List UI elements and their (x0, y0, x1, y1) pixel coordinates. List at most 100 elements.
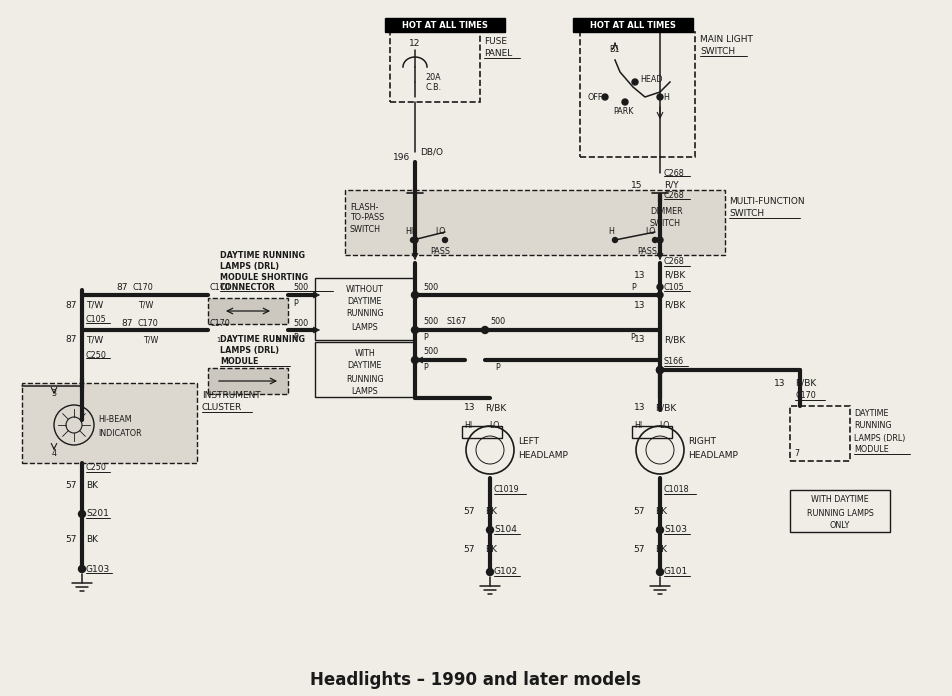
Text: DAYTIME RUNNING: DAYTIME RUNNING (220, 335, 305, 345)
Text: RUNNING: RUNNING (347, 310, 384, 319)
Text: 8: 8 (276, 337, 280, 343)
Circle shape (657, 526, 664, 534)
Bar (385, 18, 505, 32)
Text: HI: HI (634, 422, 642, 431)
Text: C170: C170 (210, 283, 230, 292)
Bar (208, 298, 288, 324)
Text: P: P (630, 333, 635, 342)
Bar (315, 342, 415, 397)
Text: HEADLAMP: HEADLAMP (518, 450, 568, 459)
Text: MAIN LIGHT: MAIN LIGHT (700, 35, 753, 45)
Text: Headlights – 1990 and later models: Headlights – 1990 and later models (310, 671, 642, 689)
Text: LEFT: LEFT (518, 438, 539, 447)
Text: BK: BK (655, 546, 667, 555)
Text: 13: 13 (633, 335, 645, 345)
Text: C1019: C1019 (494, 486, 520, 494)
Circle shape (657, 569, 664, 576)
Circle shape (612, 237, 618, 242)
Text: S104: S104 (494, 525, 517, 535)
Bar (345, 190, 725, 255)
Text: 12: 12 (409, 40, 421, 49)
Text: G101: G101 (664, 567, 688, 576)
Text: LAMPS (DRL): LAMPS (DRL) (854, 434, 905, 443)
Text: C.B.: C.B. (425, 83, 441, 91)
Text: 15: 15 (630, 180, 642, 189)
Text: BK: BK (655, 507, 667, 516)
Text: 87: 87 (66, 301, 77, 310)
Text: SWITCH: SWITCH (350, 226, 381, 235)
Circle shape (657, 94, 663, 100)
Text: G103: G103 (86, 564, 110, 574)
Text: MODULE: MODULE (854, 445, 889, 454)
Text: 13: 13 (464, 404, 475, 413)
Text: S201: S201 (86, 509, 109, 519)
Text: RUNNING LAMPS: RUNNING LAMPS (806, 509, 873, 518)
Circle shape (482, 326, 488, 333)
Text: C170: C170 (132, 283, 153, 292)
Bar (632, 426, 672, 438)
Text: 196: 196 (393, 152, 410, 161)
Text: DIMMER: DIMMER (650, 207, 683, 216)
Text: 87: 87 (116, 283, 128, 292)
Text: 500: 500 (423, 347, 438, 356)
Text: 13: 13 (633, 404, 645, 413)
Text: R/BK: R/BK (655, 404, 676, 413)
Text: PASS: PASS (430, 248, 450, 257)
Bar (208, 368, 288, 394)
Text: P: P (495, 363, 500, 372)
Text: T/W: T/W (143, 335, 158, 345)
Text: 500: 500 (490, 317, 506, 326)
Circle shape (657, 367, 664, 374)
Text: HOT AT ALL TIMES: HOT AT ALL TIMES (402, 20, 488, 29)
Text: FUSE: FUSE (484, 38, 507, 47)
Text: ONLY: ONLY (830, 521, 850, 530)
Text: DAYTIME: DAYTIME (854, 409, 888, 418)
Text: R/BK: R/BK (664, 271, 685, 280)
Text: P: P (293, 333, 298, 342)
Text: 3: 3 (51, 388, 56, 397)
Text: 57: 57 (66, 535, 77, 544)
Circle shape (622, 99, 628, 105)
Bar (580, 32, 695, 157)
Text: LO: LO (436, 228, 446, 237)
Text: DAYTIME: DAYTIME (347, 361, 383, 370)
Text: LAMPS (DRL): LAMPS (DRL) (220, 262, 279, 271)
Text: 500: 500 (423, 317, 438, 326)
Text: 500: 500 (293, 283, 308, 292)
Bar (573, 18, 693, 32)
Text: 4: 4 (51, 448, 56, 457)
Circle shape (632, 79, 638, 85)
Text: H: H (608, 228, 614, 237)
Text: 13: 13 (773, 379, 785, 388)
Text: PARK: PARK (613, 107, 633, 116)
Text: SWITCH: SWITCH (650, 219, 681, 228)
Text: C268: C268 (664, 191, 684, 200)
Circle shape (602, 94, 608, 100)
Bar (790, 406, 850, 461)
Text: DAYTIME RUNNING: DAYTIME RUNNING (220, 251, 305, 260)
Text: C170: C170 (210, 319, 230, 328)
Text: T/W: T/W (138, 301, 153, 310)
Text: FLASH-: FLASH- (350, 203, 378, 212)
Text: H: H (663, 93, 669, 102)
Text: C268: C268 (664, 168, 684, 177)
Text: LAMPS: LAMPS (351, 324, 378, 333)
Text: CLUSTER: CLUSTER (202, 404, 242, 413)
Text: 13: 13 (633, 271, 645, 280)
Text: C170: C170 (795, 391, 816, 400)
Circle shape (410, 237, 415, 242)
Text: PASS: PASS (637, 248, 657, 257)
Text: LAMPS (DRL): LAMPS (DRL) (220, 347, 279, 356)
Bar (315, 278, 415, 340)
Text: BK: BK (485, 546, 497, 555)
Text: LO: LO (489, 422, 500, 431)
Bar (22, 383, 197, 463)
Text: SWITCH: SWITCH (729, 209, 764, 219)
Text: 87: 87 (66, 335, 77, 345)
Text: TO-PASS: TO-PASS (350, 214, 385, 223)
Text: 57: 57 (633, 546, 645, 555)
Text: RIGHT: RIGHT (688, 438, 716, 447)
Text: C105: C105 (86, 315, 107, 324)
Text: MULTI-FUNCTION: MULTI-FUNCTION (729, 198, 804, 207)
Circle shape (411, 292, 419, 299)
